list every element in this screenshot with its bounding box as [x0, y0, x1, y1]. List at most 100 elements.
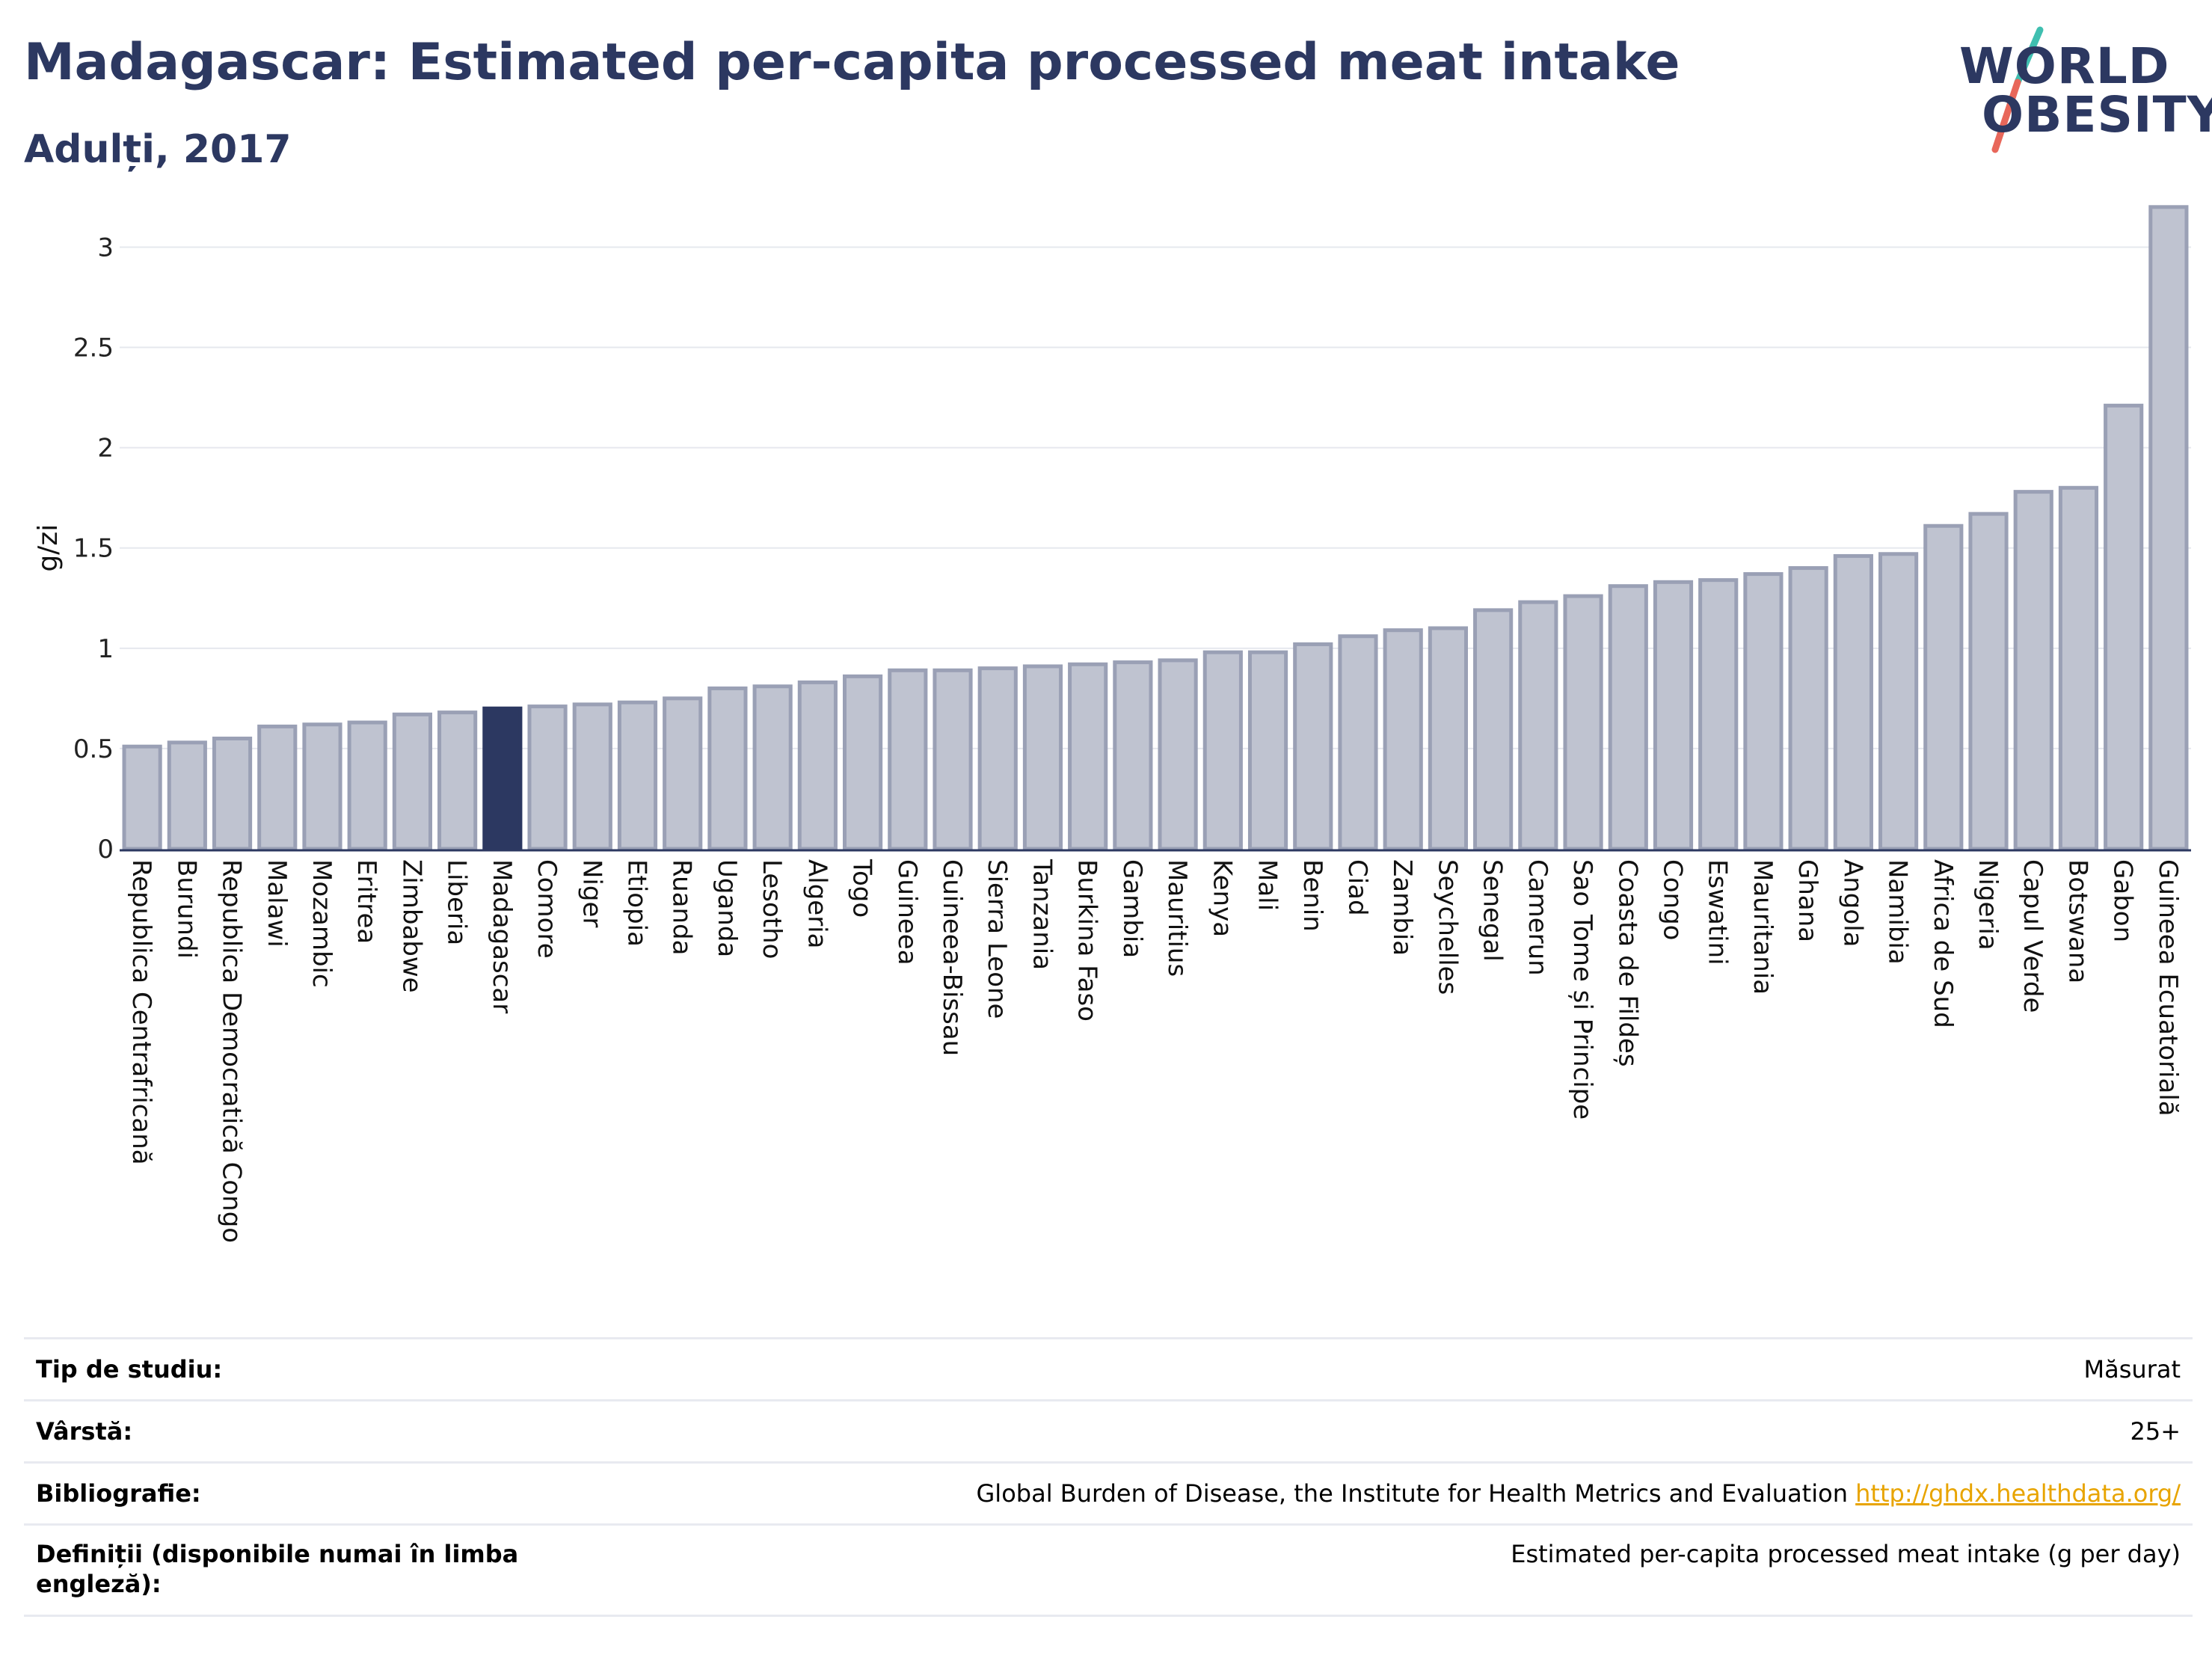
bar-guineea-bissau[interactable]	[933, 668, 973, 851]
bar-ghana[interactable]	[1788, 566, 1828, 851]
x-tick-label: Algeria	[802, 859, 832, 948]
bar-gabon[interactable]	[2104, 403, 2144, 851]
bar-burkina-faso[interactable]	[1068, 662, 1108, 851]
x-tick-label: Mozambic	[307, 859, 337, 988]
y-tick-label: 3	[97, 233, 114, 262]
x-tick-label: Guineea-Bissau	[937, 859, 967, 1056]
bibliography-text: Global Burden of Disease, the Institute …	[976, 1479, 1848, 1508]
x-tick-label: Comore	[532, 859, 562, 959]
bar-niger[interactable]	[572, 702, 612, 851]
bar-sao-tome-i-principe[interactable]	[1563, 594, 1603, 851]
metadata-table: Tip de studiu: Măsurat Vârstă: 25+ Bibli…	[24, 1337, 2193, 1617]
bar-capul-verde[interactable]	[2013, 490, 2053, 851]
bar-camerun[interactable]	[1518, 600, 1558, 851]
bar-tanzania[interactable]	[1022, 664, 1063, 851]
x-tick-label: Uganda	[712, 859, 742, 957]
page-title: Madagascar: Estimated per-capita process…	[24, 33, 1680, 92]
y-tick-label: 0.5	[73, 734, 114, 764]
x-tick-label: Gabon	[2108, 859, 2138, 942]
y-tick-label: 1	[97, 634, 114, 664]
bar-nigeria[interactable]	[1968, 512, 2009, 851]
meta-label: Tip de studiu:	[36, 1355, 223, 1384]
bar-gambia[interactable]	[1113, 660, 1153, 851]
logo-text-obesity: OBESITY	[1982, 86, 2212, 144]
bar-zimbabwe[interactable]	[392, 712, 433, 851]
bar-burundi[interactable]	[167, 740, 207, 851]
y-tick-label: 0	[97, 835, 114, 865]
x-tick-label: Lesotho	[757, 859, 787, 959]
bar-congo[interactable]	[1653, 580, 1694, 851]
bar-benin[interactable]	[1293, 642, 1333, 851]
bar-republica-centrafrican-[interactable]	[122, 744, 162, 851]
bar-comore[interactable]	[527, 704, 568, 851]
bar-senegal[interactable]	[1473, 608, 1514, 851]
x-tick-label: Etiopia	[622, 859, 652, 947]
x-tick-label: Benin	[1297, 859, 1327, 932]
bar-angola[interactable]	[1833, 553, 1873, 851]
page-subtitle: Adulți, 2017	[24, 127, 292, 172]
bar-eritrea[interactable]	[347, 720, 387, 851]
x-tick-label: Niger	[577, 859, 606, 927]
x-tick-label: Namibia	[1883, 859, 1913, 965]
bar-chart: 0 0.5 1 1.5 2 2.5 3 Republica Centrafricană Bur…	[33, 205, 2191, 1243]
meta-label: Vârstă:	[36, 1417, 133, 1446]
x-tick-label: Nigeria	[1973, 859, 2003, 951]
x-tick-label: Angola	[1837, 859, 1867, 947]
bar-liberia[interactable]	[437, 710, 478, 851]
x-tick-label: Mauritius	[1162, 859, 1192, 977]
bar-mali[interactable]	[1247, 650, 1288, 851]
world-obesity-logo[interactable]: WORLD OBESITY	[1952, 22, 2212, 157]
x-tick-label: Guineea	[892, 859, 922, 965]
bar-zambia[interactable]	[1383, 628, 1423, 851]
bar-togo[interactable]	[843, 674, 883, 851]
meta-row-age: Vârstă: 25+	[24, 1399, 2193, 1461]
y-axis-label: g/zi	[33, 524, 64, 572]
bar-seychelles[interactable]	[1428, 626, 1468, 851]
y-tick-labels: 0 0.5 1 1.5 2 2.5 3	[73, 233, 114, 865]
bar-lesotho[interactable]	[752, 684, 793, 851]
logo-slash-icon	[1991, 26, 2044, 153]
bar-malawi[interactable]	[257, 724, 298, 851]
bar-namibia[interactable]	[1878, 552, 1919, 851]
x-tick-label: Eswatini	[1703, 859, 1733, 965]
bar-algeria[interactable]	[797, 680, 838, 851]
bibliography-link[interactable]: http://ghdx.healthdata.org/	[1855, 1479, 2181, 1508]
y-tick-label: 1.5	[73, 534, 114, 564]
bar-botswana[interactable]	[2058, 485, 2099, 851]
meta-value: Măsurat	[2083, 1355, 2181, 1384]
logo-text-world: WORLD	[1959, 37, 2170, 95]
x-tick-label: Republica Centrafricană	[126, 859, 156, 1165]
bar-mauritius[interactable]	[1158, 658, 1198, 851]
meta-value: Global Burden of Disease, the Institute …	[977, 1479, 2181, 1508]
bar-guineea-ecuatorial-[interactable]	[2148, 205, 2189, 851]
y-tick-label: 2.5	[73, 334, 114, 363]
bar-etiopia[interactable]	[617, 700, 658, 851]
x-tick-label: Liberia	[442, 859, 472, 945]
bar-africa-de-sud[interactable]	[1923, 523, 1964, 851]
bar-uganda[interactable]	[707, 686, 748, 851]
bar-sierra-leone[interactable]	[977, 666, 1018, 851]
y-tick-label: 2	[97, 434, 114, 464]
bar-coasta-de-filde-[interactable]	[1608, 584, 1648, 851]
x-tick-label: Camerun	[1523, 859, 1552, 976]
x-tick-label: Zimbabwe	[396, 859, 426, 993]
bar-eswatini[interactable]	[1698, 578, 1739, 851]
bar-ruanda[interactable]	[663, 696, 703, 851]
bar-mozambic[interactable]	[302, 722, 342, 851]
bar-ciad[interactable]	[1338, 634, 1378, 851]
bar-guineea[interactable]	[888, 668, 928, 851]
meta-label: Bibliografie:	[36, 1479, 201, 1508]
x-tick-label: Madagascar	[487, 859, 517, 1013]
x-tick-label: Republica Democratică Congo	[217, 859, 247, 1243]
bar-mauritania[interactable]	[1743, 572, 1784, 851]
bar-kenya[interactable]	[1202, 650, 1243, 851]
bar-madagascar[interactable]	[482, 706, 523, 851]
meta-value: Estimated per-capita processed meat inta…	[1511, 1540, 2181, 1568]
x-tick-label: Zambia	[1387, 859, 1417, 956]
x-tick-label: Burundi	[171, 859, 201, 959]
x-tick-label: Gambia	[1117, 859, 1147, 958]
bar-republica-democratic-congo[interactable]	[212, 737, 253, 851]
x-tick-label: Malawi	[262, 859, 292, 948]
x-tick-label: Tanzania	[1027, 859, 1057, 970]
x-tick-labels: Republica Centrafricană Burundi Republica …	[126, 859, 2183, 1243]
